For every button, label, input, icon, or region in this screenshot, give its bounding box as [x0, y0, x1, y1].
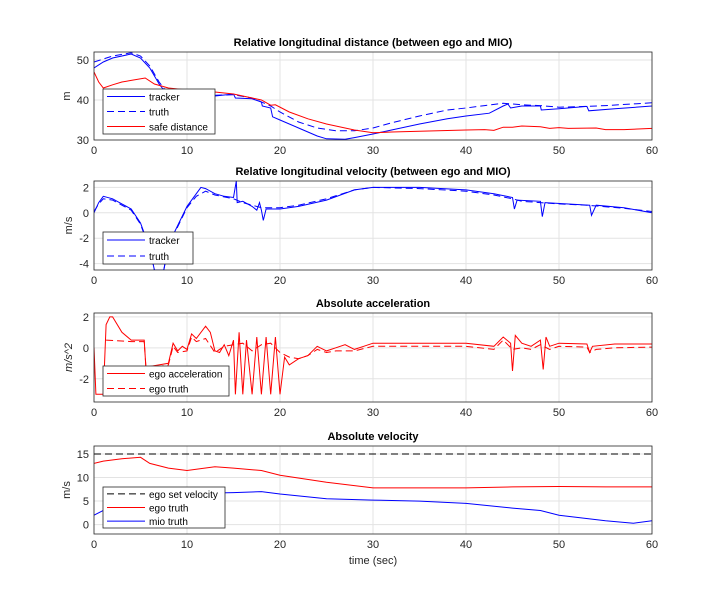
- y-tick-label: 0: [83, 343, 89, 355]
- y-tick-label: 50: [77, 55, 89, 67]
- x-tick-label: 60: [646, 145, 658, 157]
- axes-box: [93, 51, 653, 141]
- subplot-title: Absolute velocity: [327, 431, 419, 443]
- x-tick-label: 20: [274, 407, 286, 419]
- legend: tracker truth: [102, 231, 194, 265]
- series-line-ego-truth: [106, 336, 652, 371]
- legend-box: [102, 365, 230, 397]
- y-tick-label: 10: [77, 473, 89, 485]
- x-tick-label: 20: [274, 539, 286, 551]
- subplot-3: 0 10 20 30 40 50 60 -2 0 2 Absolute acceleration m/…: [63, 298, 658, 419]
- x-tick-label: 10: [181, 275, 193, 287]
- subplot-2: 0 10 20 30 40 50 60 -4 -2 0 2 Relative longitudinal…: [63, 166, 658, 287]
- x-tick-label: 50: [553, 539, 565, 551]
- x-tick-label: 40: [460, 539, 472, 551]
- y-axis-label: m/s: [61, 481, 73, 499]
- series-line-truth: [94, 186, 652, 270]
- x-tick-label: 50: [553, 275, 565, 287]
- y-tick-label: 5: [83, 496, 89, 508]
- axes-box: [93, 180, 653, 271]
- x-tick-label: 10: [181, 407, 193, 419]
- y-axis-label: m: [61, 91, 73, 100]
- x-tick-label: 20: [274, 145, 286, 157]
- axes-box: [93, 312, 653, 403]
- x-tick-label: 50: [553, 407, 565, 419]
- x-tick-label: 40: [460, 275, 472, 287]
- x-tick-label: 40: [460, 145, 472, 157]
- legend-label: safe distance: [149, 123, 208, 134]
- legend-label: tracker: [149, 93, 180, 104]
- axes-box: [93, 445, 653, 535]
- legend: ego acceleration ego truth: [102, 365, 230, 397]
- legend-label: tracker: [149, 236, 180, 247]
- subplot-title: Relative longitudinal velocity (between …: [235, 166, 510, 178]
- legend-label: ego set velocity: [149, 490, 218, 501]
- y-tick-label: 2: [83, 312, 89, 324]
- x-tick-label: 30: [367, 407, 379, 419]
- x-tick-label: 0: [91, 145, 97, 157]
- series-line-safe-distance: [94, 71, 652, 134]
- x-tick-label: 0: [91, 407, 97, 419]
- legend-label: truth: [149, 252, 169, 263]
- x-tick-label: 50: [553, 145, 565, 157]
- x-tick-label: 40: [460, 407, 472, 419]
- subplot-title: Absolute acceleration: [316, 298, 431, 310]
- x-tick-label: 30: [367, 275, 379, 287]
- x-tick-label: 0: [91, 539, 97, 551]
- subplot-4: 0 10 20 30 40 50 60 0 5 10 15 Absolute velocity m/s t…: [61, 431, 658, 567]
- y-tick-label: 2: [83, 182, 89, 194]
- subplot-title: Relative longitudinal distance (between …: [234, 37, 513, 49]
- series-line-ego-truth: [94, 456, 652, 489]
- y-tick-label: 15: [77, 449, 89, 461]
- legend: tracker truth safe distance: [102, 88, 216, 135]
- subplot-1: 0 10 20 30 40 50 60 30 40 50 Relative longitudinal…: [61, 37, 658, 157]
- legend-label: ego truth: [149, 385, 188, 396]
- y-axis-label: m/s^2: [63, 343, 75, 372]
- y-tick-label: -2: [79, 374, 89, 386]
- x-tick-label: 10: [181, 539, 193, 551]
- x-tick-label: 0: [91, 275, 97, 287]
- y-tick-label: 30: [77, 135, 89, 147]
- x-tick-label: 20: [274, 275, 286, 287]
- legend-label: truth: [149, 108, 169, 119]
- legend-label: ego acceleration: [149, 370, 222, 381]
- x-tick-label: 30: [367, 145, 379, 157]
- x-tick-label: 10: [181, 145, 193, 157]
- y-axis-label: m/s: [63, 216, 75, 234]
- x-tick-label: 60: [646, 275, 658, 287]
- y-tick-label: 40: [77, 95, 89, 107]
- x-tick-label: 60: [646, 539, 658, 551]
- legend-label: ego truth: [149, 504, 188, 515]
- y-tick-label: 0: [83, 208, 89, 220]
- series-line-truth: [94, 52, 652, 132]
- x-tick-label: 30: [367, 539, 379, 551]
- legend-box: [102, 231, 194, 265]
- y-tick-label: -4: [79, 259, 89, 271]
- x-axis-label: time (sec): [349, 555, 397, 567]
- legend-label: mio truth: [149, 517, 188, 528]
- legend: ego set velocity ego truth mio truth: [102, 486, 226, 529]
- y-tick-label: -2: [79, 233, 89, 245]
- y-tick-label: 0: [83, 520, 89, 532]
- x-tick-label: 60: [646, 407, 658, 419]
